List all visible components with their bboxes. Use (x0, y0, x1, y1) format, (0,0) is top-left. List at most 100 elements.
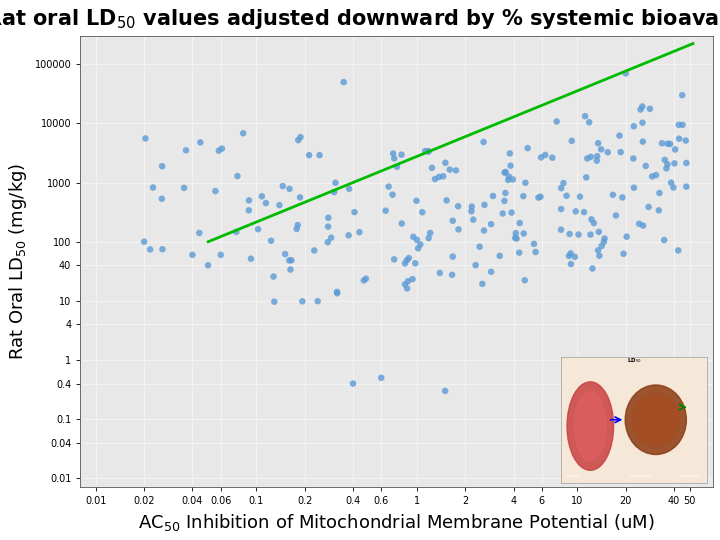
Point (500, 167, 511, 176)
Point (376, 374, 387, 382)
Point (665, 178, 677, 187)
Point (474, 242, 485, 251)
Point (265, 237, 276, 245)
Point (277, 182, 289, 191)
Point (323, 213, 334, 222)
Point (505, 161, 516, 170)
Point (680, 136, 691, 145)
Point (593, 246, 604, 255)
Point (433, 173, 445, 181)
Point (180, 146, 192, 154)
Point (669, 159, 680, 168)
Point (286, 256, 297, 265)
Point (303, 151, 315, 159)
Point (593, 139, 604, 147)
Point (466, 207, 477, 215)
Point (424, 228, 436, 237)
Point (661, 164, 672, 173)
Point (470, 261, 482, 269)
Point (519, 276, 531, 285)
Point (284, 185, 295, 193)
Point (434, 268, 446, 277)
Point (503, 176, 514, 184)
Point (312, 297, 323, 306)
Point (331, 287, 343, 296)
Point (564, 230, 575, 238)
Point (358, 276, 369, 285)
Point (582, 154, 593, 163)
Point (610, 211, 621, 220)
Point (628, 154, 639, 163)
Point (673, 120, 685, 129)
Point (596, 241, 608, 250)
Point (499, 197, 510, 205)
X-axis label: AC$_{50}$ Inhibition of Mitochondrial Membrane Potential (uM): AC$_{50}$ Inhibition of Mitochondrial Me… (138, 512, 655, 533)
Point (279, 250, 291, 259)
Point (634, 219, 645, 228)
Title: Rat oral LD$_{50}$ values adjusted downward by % systemic bioavailability: Rat oral LD$_{50}$ values adjusted downw… (0, 7, 720, 31)
Point (563, 252, 575, 260)
Point (615, 148, 626, 157)
Point (284, 265, 296, 274)
Point (510, 229, 521, 238)
Point (535, 192, 546, 201)
Point (546, 153, 558, 162)
Point (595, 145, 607, 154)
Point (665, 140, 676, 149)
Point (380, 206, 392, 215)
Point (585, 230, 596, 239)
Point (383, 183, 395, 191)
Point (243, 196, 255, 205)
Point (450, 166, 462, 175)
Point (587, 264, 598, 273)
Point (420, 147, 431, 156)
Point (497, 209, 508, 218)
Point (650, 171, 662, 179)
Point (672, 246, 684, 255)
Point (396, 219, 408, 228)
Point (413, 244, 424, 253)
Point (343, 231, 354, 240)
Point (602, 148, 613, 157)
Point (156, 194, 168, 203)
Point (343, 185, 355, 193)
Point (292, 136, 304, 145)
Point (401, 284, 413, 293)
Point (677, 120, 688, 129)
Point (518, 229, 529, 238)
Point (555, 184, 567, 192)
Point (157, 245, 168, 254)
Point (662, 160, 673, 168)
Point (580, 112, 591, 120)
Point (215, 251, 227, 259)
Point (328, 188, 340, 197)
Point (322, 238, 333, 246)
Point (485, 267, 497, 276)
Point (194, 138, 206, 147)
Point (636, 102, 648, 111)
Point (415, 240, 426, 249)
Point (410, 197, 422, 205)
Point (453, 225, 464, 234)
Point (423, 234, 434, 242)
Point (643, 202, 654, 211)
Point (628, 122, 639, 131)
Point (144, 245, 156, 254)
Point (500, 188, 511, 197)
Point (156, 162, 168, 171)
Point (522, 144, 534, 152)
Point (246, 254, 257, 263)
Point (599, 234, 611, 243)
Point (216, 144, 228, 153)
Point (593, 227, 605, 236)
Point (673, 134, 685, 143)
Point (447, 252, 459, 261)
Point (391, 163, 402, 171)
Point (628, 184, 639, 192)
Point (452, 202, 464, 211)
Point (561, 192, 572, 200)
Point (507, 175, 518, 184)
Point (591, 157, 603, 165)
Point (558, 179, 570, 187)
Point (403, 254, 415, 262)
